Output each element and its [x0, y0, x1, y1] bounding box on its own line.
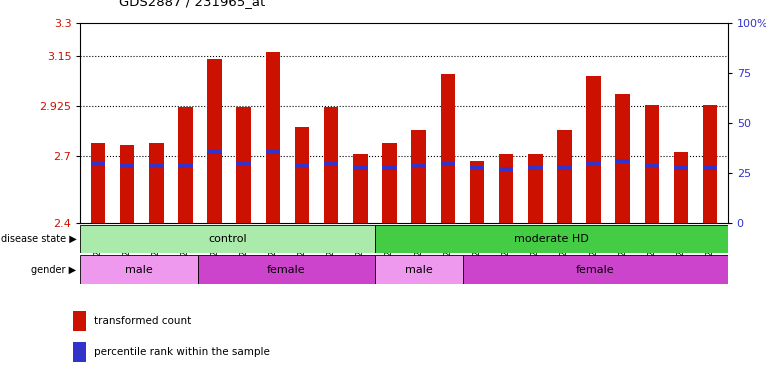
- Bar: [178, 108, 193, 223]
- Bar: [703, 105, 718, 223]
- Bar: [463, 255, 728, 284]
- Bar: [557, 129, 571, 223]
- Bar: [295, 164, 309, 168]
- Text: control: control: [208, 234, 247, 244]
- Bar: [149, 164, 163, 168]
- Bar: [375, 225, 728, 253]
- Bar: [528, 154, 542, 223]
- Bar: [499, 154, 513, 223]
- Bar: [645, 164, 660, 168]
- Bar: [615, 159, 630, 162]
- Bar: [198, 255, 375, 284]
- Bar: [440, 162, 455, 166]
- Bar: [353, 154, 368, 223]
- Bar: [470, 166, 484, 170]
- Bar: [119, 145, 134, 223]
- Text: male: male: [405, 265, 433, 275]
- Text: GDS2887 / 231965_at: GDS2887 / 231965_at: [119, 0, 265, 8]
- Bar: [586, 76, 601, 223]
- Text: disease state ▶: disease state ▶: [1, 234, 77, 244]
- Bar: [208, 150, 222, 154]
- Bar: [703, 166, 718, 170]
- Bar: [90, 162, 105, 166]
- Bar: [266, 150, 280, 154]
- Bar: [645, 105, 660, 223]
- Bar: [528, 166, 542, 170]
- Text: female: female: [576, 265, 614, 275]
- Bar: [73, 343, 86, 362]
- Bar: [411, 129, 426, 223]
- Bar: [178, 164, 193, 168]
- Text: gender ▶: gender ▶: [31, 265, 77, 275]
- Bar: [80, 255, 198, 284]
- Bar: [470, 161, 484, 223]
- Bar: [382, 166, 397, 170]
- Bar: [208, 58, 222, 223]
- Bar: [237, 162, 251, 166]
- Bar: [382, 143, 397, 223]
- Bar: [411, 164, 426, 168]
- Bar: [375, 255, 463, 284]
- Bar: [324, 108, 339, 223]
- Text: male: male: [126, 265, 153, 275]
- Text: female: female: [267, 265, 306, 275]
- Bar: [557, 166, 571, 170]
- Text: percentile rank within the sample: percentile rank within the sample: [94, 347, 270, 357]
- Bar: [440, 74, 455, 223]
- Bar: [73, 311, 86, 331]
- Bar: [266, 52, 280, 223]
- Bar: [586, 162, 601, 166]
- Bar: [499, 167, 513, 172]
- Bar: [353, 166, 368, 170]
- Bar: [90, 143, 105, 223]
- Bar: [615, 94, 630, 223]
- Bar: [237, 108, 251, 223]
- Bar: [674, 166, 689, 170]
- Bar: [674, 152, 689, 223]
- Bar: [119, 164, 134, 168]
- Bar: [149, 143, 163, 223]
- Text: transformed count: transformed count: [94, 316, 191, 326]
- Bar: [324, 162, 339, 166]
- Bar: [295, 127, 309, 223]
- Bar: [80, 225, 375, 253]
- Text: moderate HD: moderate HD: [514, 234, 588, 244]
